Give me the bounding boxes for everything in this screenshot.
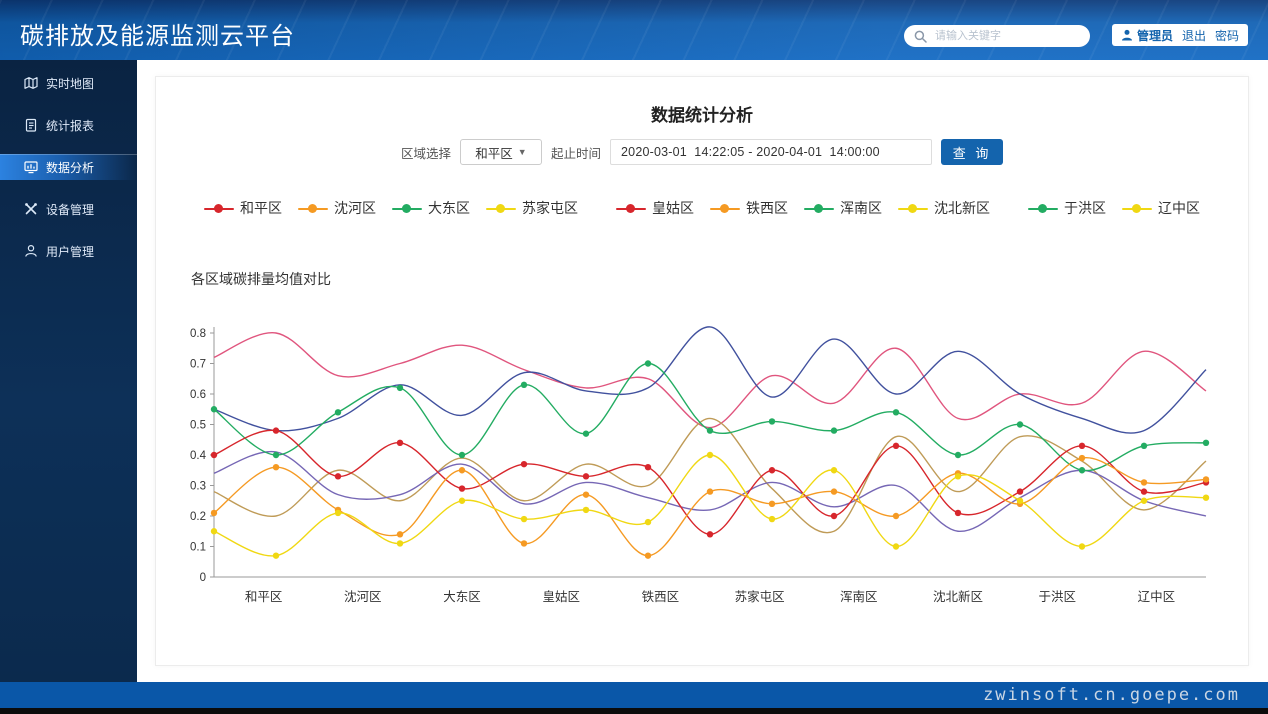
- svg-text:0: 0: [200, 572, 206, 584]
- search-input[interactable]: [933, 29, 1080, 43]
- legend-line-dot-icon: [1028, 203, 1058, 213]
- time-range-input[interactable]: [610, 139, 933, 165]
- svg-text:苏家屯区: 苏家屯区: [735, 589, 785, 604]
- current-user[interactable]: 管理员: [1121, 27, 1173, 44]
- query-button[interactable]: 查 询: [941, 139, 1004, 165]
- svg-text:0.3: 0.3: [190, 481, 206, 493]
- svg-text:0.6: 0.6: [190, 389, 206, 401]
- content-card: 数据统计分析 区域选择 和平区 ▼ 起止时间 查 询 和平区 沈河区 大东区 苏…: [155, 76, 1249, 666]
- sidebar: 实时地图 统计报表 数据分析 设备管理 用户: [0, 60, 137, 682]
- legend-label: 大东区: [428, 200, 470, 216]
- legend-line-dot-icon: [486, 203, 516, 213]
- legend-label: 沈河区: [334, 200, 376, 216]
- user-icon: [1121, 29, 1132, 41]
- time-label: 起止时间: [551, 146, 602, 161]
- legend-label: 和平区: [240, 200, 282, 216]
- legend-label: 苏家屯区: [522, 200, 578, 216]
- top-header: 碳排放及能源监测云平台 管理员 退出 密码: [0, 0, 1268, 60]
- svg-text:沈河区: 沈河区: [344, 589, 382, 604]
- sidebar-item-realtime-map[interactable]: 实时地图: [0, 70, 137, 96]
- svg-text:大东区: 大东区: [443, 590, 481, 604]
- region-label: 区域选择: [400, 146, 451, 161]
- legend-line-dot-icon: [204, 203, 234, 213]
- report-icon: [25, 118, 37, 132]
- legend-item[interactable]: 辽中区: [1122, 198, 1200, 218]
- svg-text:0.8: 0.8: [190, 328, 206, 340]
- legend-item[interactable]: 于洪区: [1028, 198, 1106, 218]
- sidebar-item-device[interactable]: 设备管理: [0, 196, 137, 222]
- svg-text:沈北新区: 沈北新区: [933, 589, 983, 604]
- footer-bar: zwinsoft.cn.goepe.com: [0, 682, 1268, 708]
- password-button[interactable]: 密码: [1214, 28, 1239, 43]
- page-title: 数据统计分析: [651, 106, 753, 125]
- svg-text:0.5: 0.5: [190, 420, 206, 432]
- region-select[interactable]: 和平区 ▼: [460, 139, 542, 165]
- footer: zwinsoft.cn.goepe.com: [0, 682, 1268, 714]
- person-icon: [25, 244, 37, 257]
- svg-text:0.7: 0.7: [190, 359, 206, 371]
- sidebar-item-report[interactable]: 统计报表: [0, 112, 137, 138]
- legend-item[interactable]: 铁西区: [710, 198, 788, 218]
- legend-item[interactable]: 苏家屯区: [486, 198, 578, 218]
- svg-text:铁西区: 铁西区: [642, 590, 680, 604]
- watermark-text: zwinsoft.cn.goepe.com: [983, 685, 1240, 705]
- filter-bar: 区域选择 和平区 ▼ 起止时间 查 询: [156, 139, 1248, 165]
- sidebar-item-data-analysis[interactable]: 数据分析: [0, 154, 137, 180]
- search-icon: [914, 30, 927, 43]
- legend-item[interactable]: 和平区: [204, 198, 282, 218]
- legend-label: 皇姑区: [652, 200, 694, 216]
- user-chip: 管理员 退出 密码: [1111, 24, 1248, 46]
- svg-text:0.4: 0.4: [190, 450, 207, 462]
- svg-text:皇姑区: 皇姑区: [542, 590, 580, 604]
- chevron-down-icon: ▼: [517, 147, 527, 157]
- svg-text:于洪区: 于洪区: [1038, 590, 1076, 604]
- svg-text:和平区: 和平区: [245, 590, 283, 604]
- legend-line-dot-icon: [898, 203, 928, 213]
- svg-text:辽中区: 辽中区: [1138, 589, 1176, 604]
- legend-line-dot-icon: [392, 203, 422, 213]
- logout-button[interactable]: 退出: [1181, 28, 1206, 43]
- sidebar-item-user[interactable]: 用户管理: [0, 238, 137, 264]
- svg-text:0.1: 0.1: [190, 542, 206, 554]
- chart-icon: [24, 161, 38, 174]
- chart-canvas: 0 0.1 0.2 0.3 0.4 0.5 0.6 0.7 0.8 和平区 沈河区 大东区 皇姑区 铁西区…: [190, 326, 1210, 604]
- chart-title: 各区域碳排量均值对比: [191, 271, 331, 287]
- legend-item[interactable]: 皇姑区: [616, 198, 694, 218]
- legend-item[interactable]: 沈北新区: [898, 198, 990, 218]
- search-box[interactable]: [904, 25, 1090, 47]
- legend-item[interactable]: 大东区: [392, 198, 470, 218]
- legend-line-dot-icon: [616, 203, 646, 213]
- svg-text:0.2: 0.2: [190, 511, 206, 523]
- legend-line-dot-icon: [298, 203, 328, 213]
- legend-label: 铁西区: [746, 200, 788, 216]
- legend-label: 浑南区: [840, 200, 882, 216]
- legend-line-dot-icon: [804, 203, 834, 213]
- legend-label: 沈北新区: [934, 200, 990, 216]
- line-chart: 0 0.1 0.2 0.3 0.4 0.5 0.6 0.7 0.8 和平区 沈河区 大东区 皇姑区 铁西区…: [176, 315, 1239, 615]
- tools-icon: [25, 203, 37, 215]
- legend-item[interactable]: 浑南区: [804, 198, 882, 218]
- legend-label: 辽中区: [1158, 200, 1200, 216]
- app-title: 碳排放及能源监测云平台: [20, 23, 295, 50]
- svg-text:浑南区: 浑南区: [840, 589, 878, 604]
- legend-line-dot-icon: [710, 203, 740, 213]
- footer-bottom-strip: [0, 708, 1268, 714]
- legend-label: 于洪区: [1064, 200, 1106, 216]
- map-icon: [24, 77, 38, 89]
- chart-legend: 和平区 沈河区 大东区 苏家屯区 皇姑区 铁西区 浑南区: [156, 198, 1248, 218]
- legend-line-dot-icon: [1122, 203, 1152, 213]
- legend-item[interactable]: 沈河区: [298, 198, 376, 218]
